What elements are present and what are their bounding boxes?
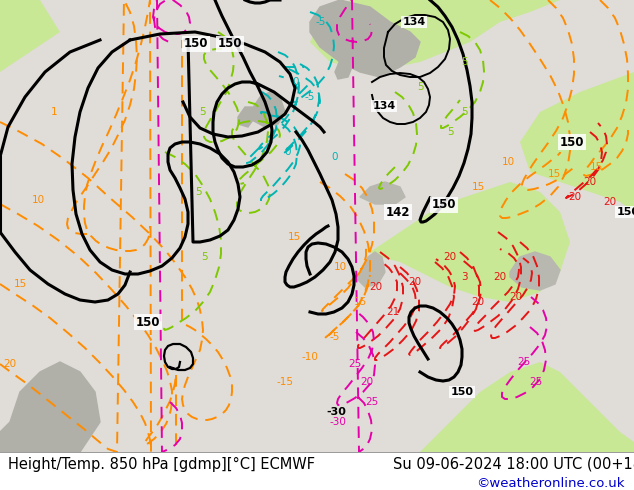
Text: 20: 20 <box>510 292 522 302</box>
Text: 20: 20 <box>443 252 456 262</box>
Text: 20: 20 <box>370 282 382 292</box>
Text: 20: 20 <box>583 177 597 187</box>
Polygon shape <box>335 57 352 79</box>
Text: Su 09-06-2024 18:00 UTC (00+186): Su 09-06-2024 18:00 UTC (00+186) <box>393 457 634 472</box>
Text: -10: -10 <box>302 352 318 362</box>
Text: 5: 5 <box>461 57 467 67</box>
Text: 134: 134 <box>403 17 425 27</box>
Text: 20: 20 <box>3 359 16 369</box>
Text: 150: 150 <box>560 136 585 148</box>
Text: 10: 10 <box>333 262 347 272</box>
Text: -30: -30 <box>326 407 346 417</box>
Text: -5: -5 <box>305 92 315 102</box>
Text: 150: 150 <box>217 38 242 50</box>
Text: 25: 25 <box>348 359 361 369</box>
Text: ©weatheronline.co.uk: ©weatheronline.co.uk <box>476 477 624 490</box>
Polygon shape <box>420 362 634 452</box>
Text: 20: 20 <box>361 377 373 387</box>
Text: 5: 5 <box>462 107 469 117</box>
Text: 15: 15 <box>353 297 366 307</box>
Text: 150: 150 <box>136 316 160 328</box>
Text: 0: 0 <box>293 77 299 87</box>
Text: 15: 15 <box>471 182 484 192</box>
Text: -5: -5 <box>330 332 340 342</box>
Text: 20: 20 <box>604 197 616 207</box>
Text: 15: 15 <box>590 162 603 172</box>
Polygon shape <box>360 182 405 204</box>
Text: 20: 20 <box>408 277 422 287</box>
Text: -5: -5 <box>316 17 326 27</box>
Text: 134: 134 <box>372 101 396 111</box>
Text: Height/Temp. 850 hPa [gdmp][°C] ECMWF: Height/Temp. 850 hPa [gdmp][°C] ECMWF <box>8 457 315 472</box>
Text: 150: 150 <box>451 387 474 397</box>
Text: 5: 5 <box>202 252 209 262</box>
Polygon shape <box>0 0 60 72</box>
Text: 20: 20 <box>493 272 507 282</box>
Polygon shape <box>310 0 420 77</box>
Text: 20: 20 <box>569 192 581 202</box>
Text: 150: 150 <box>616 207 634 217</box>
Text: 25: 25 <box>517 357 531 367</box>
Text: 25: 25 <box>529 377 543 387</box>
Text: 0: 0 <box>285 147 291 157</box>
Polygon shape <box>250 92 285 127</box>
Polygon shape <box>358 252 385 287</box>
Text: 10: 10 <box>501 157 515 167</box>
Polygon shape <box>510 252 560 290</box>
Text: 15: 15 <box>287 232 301 242</box>
Text: 142: 142 <box>385 205 410 219</box>
Text: 25: 25 <box>365 397 378 407</box>
Polygon shape <box>238 107 255 127</box>
Polygon shape <box>310 0 634 212</box>
Text: -15: -15 <box>276 377 294 387</box>
Text: 20: 20 <box>472 297 484 307</box>
Text: 5: 5 <box>418 82 424 92</box>
Text: 5: 5 <box>200 107 206 117</box>
Text: 1: 1 <box>51 107 57 117</box>
Text: 10: 10 <box>32 195 44 205</box>
Text: 15: 15 <box>547 169 560 179</box>
Text: 21: 21 <box>386 307 399 317</box>
Text: 5: 5 <box>195 187 202 197</box>
Text: 3: 3 <box>461 272 467 282</box>
Text: 15: 15 <box>13 279 27 289</box>
Text: 0: 0 <box>332 152 339 162</box>
Text: -30: -30 <box>330 417 346 427</box>
Text: 5: 5 <box>447 127 453 137</box>
Text: 150: 150 <box>184 38 208 50</box>
Polygon shape <box>0 362 100 452</box>
Text: 150: 150 <box>432 198 456 212</box>
Polygon shape <box>370 182 570 302</box>
